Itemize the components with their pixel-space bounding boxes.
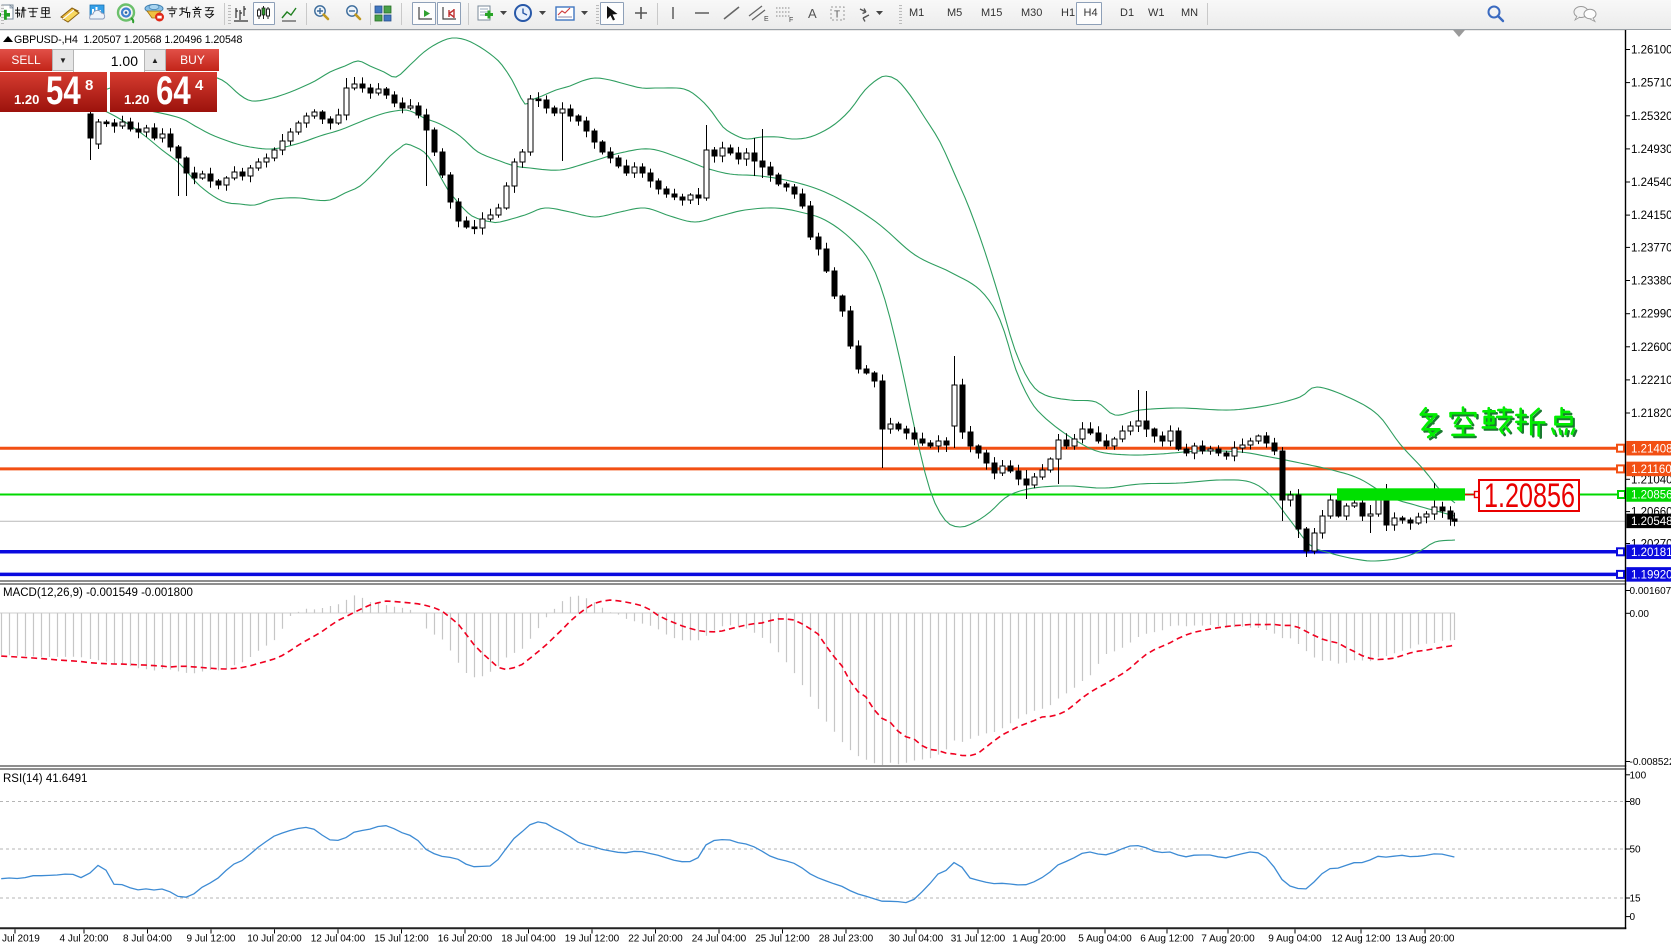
svg-text:12 Jul 04:00: 12 Jul 04:00	[311, 934, 366, 945]
svg-text:1.22600: 1.22600	[1631, 342, 1671, 354]
svg-text:22 Jul 20:00: 22 Jul 20:00	[628, 934, 683, 945]
svg-text:15 Jul 12:00: 15 Jul 12:00	[374, 934, 429, 945]
svg-text:1.24540: 1.24540	[1631, 177, 1671, 189]
svg-text:80: 80	[1630, 797, 1642, 808]
svg-text:0.001607: 0.001607	[1630, 586, 1671, 597]
svg-text:9 Jul 12:00: 9 Jul 12:00	[187, 934, 236, 945]
svg-text:-0.008522: -0.008522	[1630, 757, 1671, 768]
svg-text:6 Aug 12:00: 6 Aug 12:00	[1140, 934, 1194, 945]
svg-text:1.22990: 1.22990	[1631, 309, 1671, 321]
svg-text:E: E	[764, 16, 769, 23]
svg-text:1.26100: 1.26100	[1631, 45, 1671, 57]
svg-text:28 Jul 23:00: 28 Jul 23:00	[819, 934, 874, 945]
svg-text:1.24150: 1.24150	[1631, 210, 1671, 222]
svg-text:7 Aug 20:00: 7 Aug 20:00	[1201, 934, 1255, 945]
svg-text:1.21160: 1.21160	[1631, 464, 1671, 476]
svg-text:RSI(14) 41.6491: RSI(14) 41.6491	[3, 773, 87, 785]
svg-text:F: F	[789, 17, 793, 24]
svg-text:0: 0	[1630, 912, 1636, 923]
svg-text:31 Jul 12:00: 31 Jul 12:00	[951, 934, 1006, 945]
svg-text:1.20181: 1.20181	[1631, 547, 1671, 559]
svg-text:1 Aug 20:00: 1 Aug 20:00	[1012, 934, 1066, 945]
svg-text:1.25710: 1.25710	[1631, 78, 1671, 90]
svg-text:0.00: 0.00	[1630, 609, 1650, 620]
svg-text:1.21408: 1.21408	[1631, 443, 1671, 455]
svg-text:16 Jul 20:00: 16 Jul 20:00	[438, 934, 493, 945]
svg-text:30 Jul 04:00: 30 Jul 04:00	[889, 934, 944, 945]
svg-text:T: T	[834, 10, 840, 21]
svg-text:19 Jul 12:00: 19 Jul 12:00	[565, 934, 620, 945]
svg-text:1.23380: 1.23380	[1631, 276, 1671, 288]
svg-text:1.22210: 1.22210	[1631, 375, 1671, 387]
svg-text:5 Aug 04:00: 5 Aug 04:00	[1078, 934, 1132, 945]
svg-text:100: 100	[1630, 770, 1647, 781]
svg-text:24 Jul 04:00: 24 Jul 04:00	[692, 934, 747, 945]
svg-text:1.21820: 1.21820	[1631, 408, 1671, 420]
svg-text:12 Aug 12:00: 12 Aug 12:00	[1332, 934, 1391, 945]
svg-text:9 Aug 04:00: 9 Aug 04:00	[1268, 934, 1322, 945]
svg-text:1.19920: 1.19920	[1631, 570, 1671, 582]
svg-text:1.20548: 1.20548	[1631, 516, 1671, 528]
svg-text:A: A	[808, 6, 817, 21]
svg-text:25 Jul 12:00: 25 Jul 12:00	[755, 934, 810, 945]
svg-text:1.24930: 1.24930	[1631, 144, 1671, 156]
svg-text:Jul 2019: Jul 2019	[2, 934, 40, 945]
svg-text:8 Jul 04:00: 8 Jul 04:00	[123, 934, 172, 945]
svg-text:1.21040: 1.21040	[1631, 474, 1671, 486]
svg-text:10 Jul 20:00: 10 Jul 20:00	[247, 934, 302, 945]
svg-text:1.20856: 1.20856	[1631, 490, 1671, 502]
svg-text:15: 15	[1630, 894, 1642, 905]
svg-text:18 Jul 04:00: 18 Jul 04:00	[501, 934, 556, 945]
svg-text:4 Jul 20:00: 4 Jul 20:00	[60, 934, 109, 945]
svg-text:13 Aug 20:00: 13 Aug 20:00	[1396, 934, 1455, 945]
svg-text:1.25320: 1.25320	[1631, 111, 1671, 123]
svg-text:1.20856: 1.20856	[1484, 477, 1575, 515]
svg-text:MACD(12,26,9) -0.001549 -0.001: MACD(12,26,9) -0.001549 -0.001800	[3, 587, 193, 599]
svg-text:1.23770: 1.23770	[1631, 242, 1671, 254]
svg-text:50: 50	[1630, 845, 1642, 856]
